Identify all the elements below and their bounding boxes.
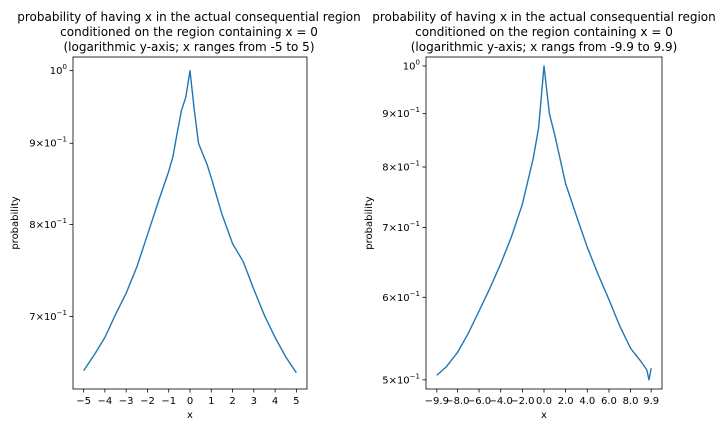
y-tick-label: 100	[403, 58, 420, 72]
x-tick-label: 8.0	[623, 396, 639, 407]
x-axis-label: x	[187, 410, 193, 421]
x-tick-label: −1	[161, 396, 176, 407]
y-tick-exponent: −1	[410, 106, 420, 114]
x-tick-label: 6.0	[601, 396, 617, 407]
y-tick-exponent: −1	[410, 160, 420, 168]
y-tick-exponent: −1	[410, 290, 420, 298]
x-tick-label: 4	[272, 396, 278, 407]
y-tick-mantissa: 10	[403, 61, 416, 72]
x-tick-label: −9.9	[425, 396, 449, 407]
x-tick-label: 4.0	[579, 396, 595, 407]
y-tick-label: 9×10−1	[29, 136, 67, 150]
y-tick-exponent: −1	[57, 309, 67, 317]
x-tick-label: −6.0	[467, 396, 491, 407]
y-tick-mantissa: 8×10	[29, 220, 56, 231]
x-tick-label: −5	[76, 396, 91, 407]
x-tick-label: −3	[119, 396, 134, 407]
chart-title-line: probability of having x in the actual co…	[17, 10, 360, 24]
chart-panel-1: probability of having x in the actual co…	[10, 10, 361, 421]
x-tick-label: −2.0	[510, 396, 534, 407]
x-tick-label: 0.0	[536, 396, 552, 407]
series-line	[83, 69, 297, 374]
y-tick-label: 100	[50, 63, 67, 77]
y-tick-mantissa: 7×10	[382, 223, 409, 234]
y-tick-mantissa: 7×10	[29, 312, 56, 323]
y-tick-mantissa: 10	[50, 66, 63, 77]
y-axis-label: probability	[10, 196, 21, 249]
y-tick-exponent: −1	[410, 372, 420, 380]
y-tick-label: 6×10−1	[382, 290, 420, 304]
y-tick-exponent: −1	[57, 136, 67, 144]
y-tick-exponent: −1	[57, 217, 67, 225]
y-tick-mantissa: 9×10	[382, 109, 409, 120]
y-tick-label: 7×10−1	[382, 220, 420, 234]
y-tick-label: 5×10−1	[382, 372, 420, 386]
y-tick-exponent: 0	[416, 58, 420, 66]
x-tick-label: −2	[140, 396, 155, 407]
chart-title-line: conditioned on the region containing x =…	[60, 25, 318, 39]
x-tick-label: 1	[208, 396, 214, 407]
chart-title-line: conditioned on the region containing x =…	[415, 25, 673, 39]
x-tick-label: −8.0	[445, 396, 469, 407]
y-tick-mantissa: 6×10	[382, 293, 409, 304]
chart-title-line: probability of having x in the actual co…	[372, 10, 715, 24]
series-line	[436, 65, 652, 381]
y-tick-mantissa: 5×10	[382, 375, 409, 386]
chart-title-line: (logarithmic y-axis; x ranges from -5 to…	[63, 40, 314, 54]
x-tick-label: 2	[229, 396, 235, 407]
x-tick-label: 3	[251, 396, 257, 407]
x-tick-label: −4	[98, 396, 113, 407]
axes-frame	[72, 56, 308, 390]
y-tick-mantissa: 9×10	[29, 139, 56, 150]
y-tick-exponent: −1	[410, 220, 420, 228]
x-tick-label: 9.9	[643, 396, 659, 407]
x-tick-label: 5	[293, 396, 299, 407]
x-axis-label: x	[541, 410, 547, 421]
y-tick-label: 9×10−1	[382, 106, 420, 120]
y-axis-label: probability	[364, 196, 375, 249]
chart-title-line: (logarithmic y-axis; x rangs from -9.9 t…	[411, 40, 678, 54]
y-tick-label: 8×10−1	[382, 160, 420, 174]
chart-panel-2: probability of having x in the actual co…	[364, 10, 716, 421]
x-tick-label: 0	[187, 396, 193, 407]
y-tick-exponent: 0	[63, 63, 67, 71]
y-tick-label: 7×10−1	[29, 309, 67, 323]
y-tick-label: 8×10−1	[29, 217, 67, 231]
y-tick-mantissa: 8×10	[382, 163, 409, 174]
x-tick-label: −4.0	[489, 396, 513, 407]
x-tick-label: 2.0	[558, 396, 574, 407]
